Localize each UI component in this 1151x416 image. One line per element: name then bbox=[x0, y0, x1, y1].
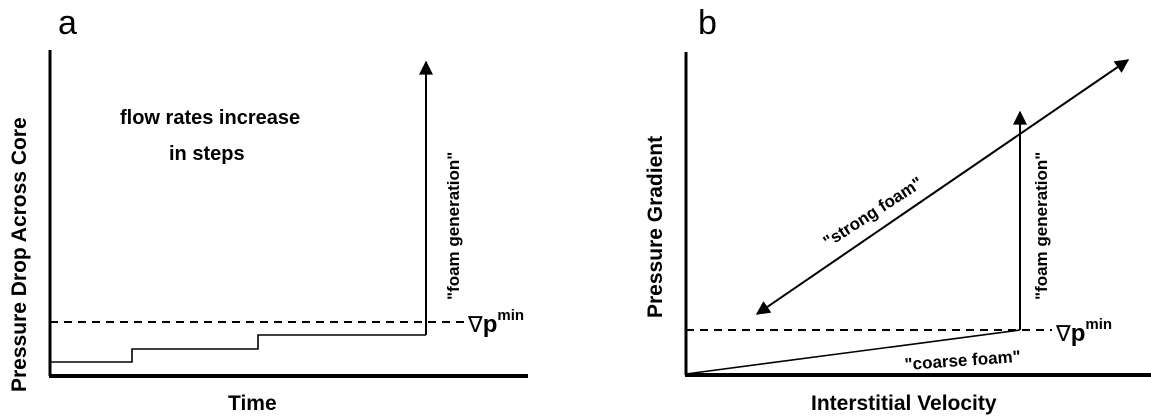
panel-a-letter: a bbox=[58, 4, 77, 42]
panel-a-note-line1: flow rates increase bbox=[120, 107, 300, 129]
panel-b-y-label: Pressure Gradient bbox=[644, 136, 667, 318]
panel-b-foam-generation-label: "foam generation" bbox=[1032, 152, 1051, 300]
panel-a-x-label: Time bbox=[228, 392, 277, 415]
panel-a-foam-generation-label: "foam generation" bbox=[444, 152, 463, 300]
panel-b-strong-foam-label: "strong foam" bbox=[820, 173, 926, 251]
panel-a-threshold-label: ∇pmin bbox=[467, 307, 524, 338]
panel-b-coarse-foam-label: "coarse foam" bbox=[904, 347, 1021, 374]
panel-b-strong-foam-arrow bbox=[755, 59, 1130, 315]
panel-b: b Pressure Gradient Interstitial Velocit… bbox=[644, 4, 1151, 415]
panel-a-step-curve bbox=[50, 334, 426, 363]
panel-b-coarse-foam-line bbox=[685, 329, 1021, 375]
panel-b-x-label: Interstitial Velocity bbox=[811, 392, 997, 415]
panel-b-threshold-label: ∇pmin bbox=[1055, 316, 1112, 347]
panel-a: a Pressure Drop Across Core Time flow ra… bbox=[8, 4, 528, 415]
panel-a-note-line2: in steps bbox=[169, 143, 245, 165]
panel-a-y-label: Pressure Drop Across Core bbox=[8, 117, 31, 392]
panel-b-letter: b bbox=[698, 4, 717, 42]
